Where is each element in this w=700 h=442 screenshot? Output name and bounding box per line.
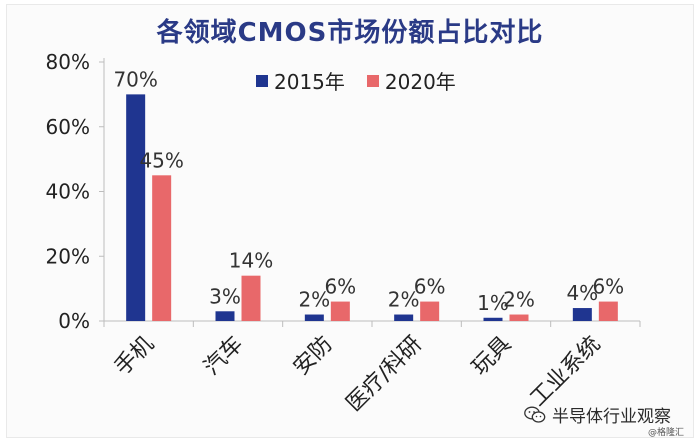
- data-label: 14%: [229, 249, 273, 273]
- credit-text: @格隆汇: [648, 428, 685, 438]
- y-tick-label: 0%: [58, 309, 90, 333]
- category-label: 玩具: [467, 332, 516, 381]
- category-label: 工业系统: [526, 332, 606, 412]
- bar-2020: [152, 175, 172, 321]
- category-label: 汽车: [199, 332, 248, 381]
- legend-item-2020: 2020年: [366, 66, 456, 95]
- category-label: 医疗/科研: [342, 332, 427, 417]
- data-label: 6%: [592, 275, 624, 299]
- bar-2020: [241, 275, 261, 321]
- bar-2020: [598, 301, 618, 321]
- bar-2020: [330, 301, 350, 321]
- y-tick-label: 40%: [46, 180, 90, 204]
- data-label: 4%: [566, 281, 598, 305]
- y-tick-label: 20%: [46, 244, 90, 268]
- data-label: 6%: [414, 275, 446, 299]
- bar-2015: [215, 311, 235, 321]
- data-label: 2%: [503, 288, 535, 312]
- category-label: 手机: [110, 332, 159, 381]
- legend-label-2015: 2015年: [274, 70, 345, 94]
- chart-frame: [6, 4, 694, 438]
- legend: 2015年 2020年: [256, 66, 456, 95]
- data-label: 6%: [324, 275, 356, 299]
- data-label: 1%: [477, 291, 509, 315]
- bar-2015: [304, 314, 324, 321]
- bar-2020: [420, 301, 440, 321]
- bar-2015: [126, 94, 146, 321]
- y-tick-label: 80%: [46, 50, 90, 74]
- legend-item-2015: 2015年: [256, 66, 345, 95]
- watermark-text: 半导体行业观察: [552, 407, 671, 427]
- data-label: 70%: [113, 67, 157, 91]
- legend-swatch-2015: [256, 74, 268, 87]
- category-label: 安防: [289, 332, 338, 381]
- data-label: 2%: [388, 288, 420, 312]
- watermark: 半导体行业观察: [524, 402, 671, 427]
- bar-2015: [483, 317, 503, 321]
- data-label: 2%: [298, 288, 330, 312]
- data-label: 3%: [209, 284, 241, 308]
- legend-label-2020: 2020年: [384, 70, 456, 94]
- wechat-icon: [524, 406, 546, 423]
- legend-swatch-2020: [366, 74, 379, 87]
- chart-title: 各领域CMOS市场份额占比对比: [156, 18, 544, 48]
- y-tick-label: 60%: [46, 115, 90, 139]
- bar-2020: [509, 314, 529, 321]
- bar-2015: [394, 314, 414, 321]
- bar-2015: [572, 308, 592, 321]
- data-label: 45%: [139, 148, 183, 172]
